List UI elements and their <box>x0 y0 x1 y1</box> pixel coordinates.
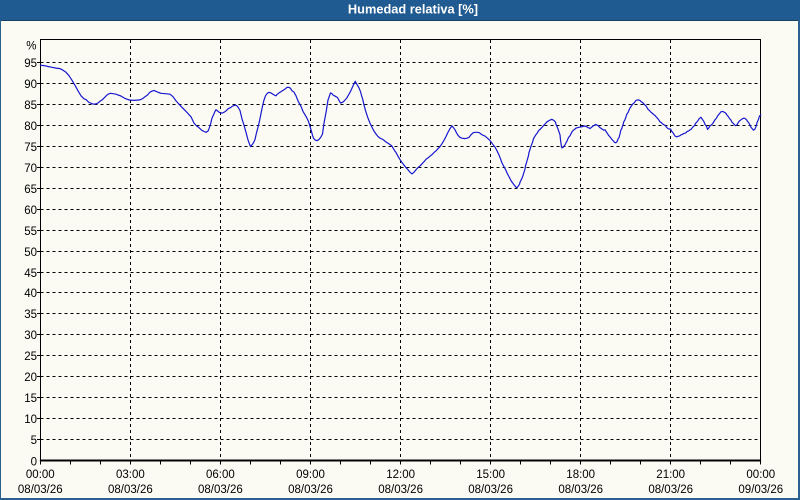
svg-text:21:00: 21:00 <box>656 469 685 481</box>
svg-text:85: 85 <box>24 100 37 112</box>
svg-text:70: 70 <box>24 163 37 175</box>
svg-text:00:00: 00:00 <box>746 469 775 481</box>
svg-text:25: 25 <box>24 351 37 363</box>
svg-text:80: 80 <box>24 121 37 133</box>
svg-text:55: 55 <box>24 226 37 238</box>
svg-text:45: 45 <box>24 268 37 280</box>
svg-text:00:00: 00:00 <box>26 469 55 481</box>
svg-text:15: 15 <box>24 393 37 405</box>
svg-text:40: 40 <box>24 288 37 300</box>
svg-text:03:00: 03:00 <box>116 469 145 481</box>
svg-text:15:00: 15:00 <box>476 469 505 481</box>
svg-text:90: 90 <box>24 79 37 91</box>
svg-text:06:00: 06:00 <box>206 469 235 481</box>
svg-text:18:00: 18:00 <box>566 469 595 481</box>
svg-text:08/03/26: 08/03/26 <box>558 484 603 496</box>
svg-text:20: 20 <box>24 372 37 384</box>
svg-text:08/03/26: 08/03/26 <box>108 484 153 496</box>
svg-text:60: 60 <box>24 205 37 217</box>
svg-text:09:00: 09:00 <box>296 469 325 481</box>
svg-text:08/03/26: 08/03/26 <box>288 484 333 496</box>
svg-text:08/03/26: 08/03/26 <box>468 484 513 496</box>
svg-text:10: 10 <box>24 414 37 426</box>
svg-text:95: 95 <box>24 58 37 70</box>
svg-text:12:00: 12:00 <box>386 469 415 481</box>
svg-text:30: 30 <box>24 330 37 342</box>
svg-text:08/03/26: 08/03/26 <box>198 484 243 496</box>
svg-text:08/03/26: 08/03/26 <box>18 484 63 496</box>
svg-text:0: 0 <box>31 456 37 468</box>
svg-text:65: 65 <box>24 184 37 196</box>
svg-text:50: 50 <box>24 247 37 259</box>
svg-text:5: 5 <box>31 435 37 447</box>
svg-text:75: 75 <box>24 142 37 154</box>
svg-text:09/03/26: 09/03/26 <box>738 484 783 496</box>
svg-text:%: % <box>26 41 36 53</box>
svg-text:Humedad relativa [%]: Humedad relativa [%] <box>348 1 478 16</box>
svg-text:08/03/26: 08/03/26 <box>648 484 693 496</box>
svg-text:35: 35 <box>24 309 37 321</box>
svg-text:08/03/26: 08/03/26 <box>378 484 423 496</box>
